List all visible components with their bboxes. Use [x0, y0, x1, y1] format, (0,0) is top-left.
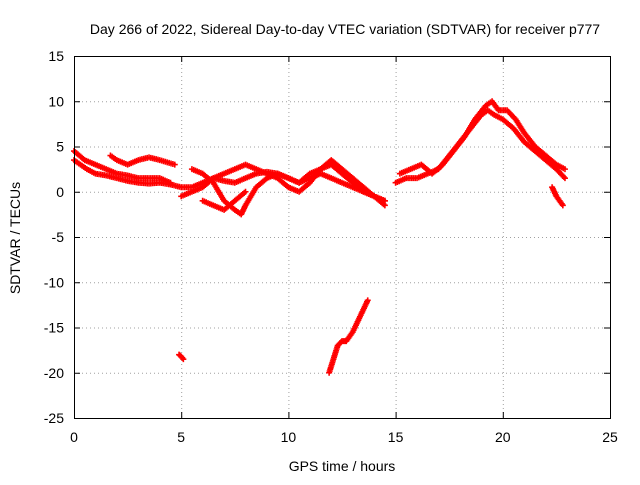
x-tick-label: 20	[495, 429, 511, 445]
x-axis-label: GPS time / hours	[289, 458, 396, 474]
y-tick-label: -25	[44, 410, 64, 426]
data-point	[180, 356, 187, 363]
y-axis-ticks: -25 -20 -15 -10 -5 0 5 10 15	[44, 48, 610, 426]
y-tick-label: 15	[48, 48, 64, 64]
data-points	[71, 98, 568, 376]
y-tick-label: 5	[56, 139, 64, 155]
y-tick-label: -5	[52, 229, 65, 245]
y-tick-label: -20	[44, 365, 64, 381]
x-axis-ticks: 0 5 10 15 20 25	[70, 56, 618, 445]
chart-title: Day 266 of 2022, Sidereal Day-to-day VTE…	[90, 21, 600, 37]
x-tick-label: 0	[70, 429, 78, 445]
data-point	[242, 188, 249, 195]
data-point	[171, 161, 178, 168]
data-point	[561, 175, 568, 182]
data-point	[167, 179, 174, 186]
data-point	[559, 202, 566, 209]
y-tick-label: -10	[44, 274, 64, 290]
grid-lines	[74, 56, 610, 418]
x-tick-label: 25	[602, 429, 618, 445]
y-tick-label: 10	[48, 93, 64, 109]
y-axis-label: SDTVAR / TECUs	[7, 182, 23, 294]
x-tick-label: 10	[281, 429, 297, 445]
data-point	[364, 297, 371, 304]
x-tick-label: 15	[388, 429, 404, 445]
data-point	[561, 166, 568, 173]
y-tick-label: 0	[56, 184, 64, 200]
data-point	[381, 202, 388, 209]
x-tick-label: 5	[177, 429, 185, 445]
y-tick-label: -15	[44, 320, 64, 336]
